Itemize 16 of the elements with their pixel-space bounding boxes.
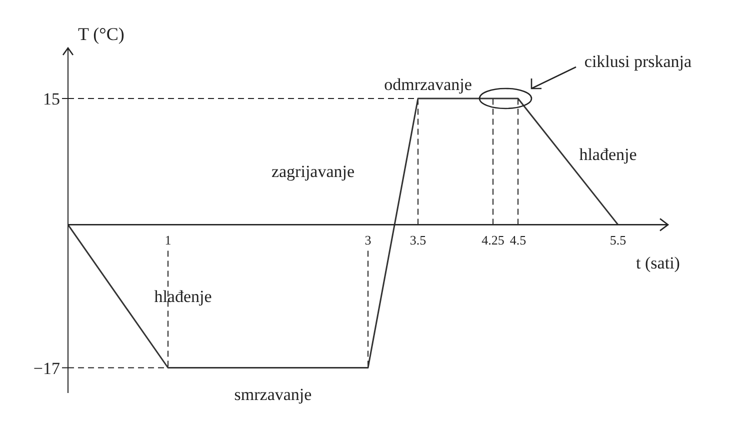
x-tick-label: 3 xyxy=(364,232,372,248)
annotation: hlađenje xyxy=(154,286,212,306)
annotation: ciklusi prskanja xyxy=(584,52,692,71)
x-tick-label: 4.5 xyxy=(510,232,526,248)
x-tick-label: 4.25 xyxy=(482,232,504,248)
x-tick-label: 1 xyxy=(164,232,172,248)
x-tick-label: 5.5 xyxy=(610,232,626,248)
x-axis-title: t (sati) xyxy=(636,254,680,273)
annotation: hlađenje xyxy=(579,144,637,164)
x-tick-label: 3.5 xyxy=(410,232,426,248)
annotation: zagrijavanje xyxy=(271,162,355,181)
y-tick-label: −17 xyxy=(33,358,60,378)
y-tick-label: 15 xyxy=(43,90,60,109)
annotation: smrzavanje xyxy=(234,384,312,404)
y-axis-title: T (°C) xyxy=(78,24,124,44)
annotation: odmrzavanje xyxy=(384,74,472,94)
